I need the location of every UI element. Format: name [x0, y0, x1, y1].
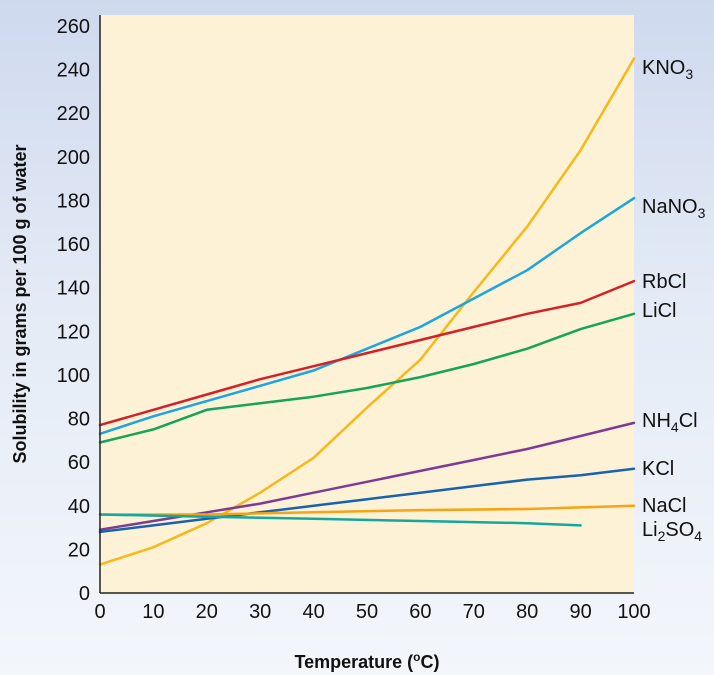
series-line-licl [98, 312, 636, 444]
series-label-kno3: KNO3 [642, 57, 693, 82]
series-label-kcl: KCl [642, 458, 674, 480]
y-tick-label: 20 [68, 539, 90, 561]
y-axis-title: Solubility in grams per 100 g of water [10, 144, 30, 463]
x-axis-title: Temperature (oC) [294, 650, 439, 672]
x-tick-label: 30 [249, 601, 271, 623]
series-label-licl: LiCl [642, 300, 676, 322]
x-tick-label: 10 [142, 601, 164, 623]
series-label-rbcl: RbCl [642, 271, 686, 293]
plot-area [100, 15, 634, 593]
series-line-kcl [98, 467, 636, 534]
x-tick-label: 90 [569, 601, 591, 623]
x-tick-label: 100 [617, 601, 650, 623]
y-tick-label: 200 [57, 147, 90, 169]
y-tick-label: 220 [57, 103, 90, 125]
series-line-nano3 [98, 196, 636, 436]
y-tick-label: 100 [57, 365, 90, 387]
x-tick-label: 60 [409, 601, 431, 623]
x-tick-label: 50 [356, 601, 378, 623]
series-label-nacl: NaCl [642, 495, 686, 517]
y-tick-label: 40 [68, 496, 90, 518]
y-tick-label: 60 [68, 452, 90, 474]
x-tick-label: 80 [516, 601, 538, 623]
y-tick-label: 80 [68, 409, 90, 431]
y-tick-label: 260 [57, 16, 90, 38]
series-line-rbcl [98, 279, 636, 427]
series-line-nacl [98, 504, 636, 516]
series-line-kno3 [98, 57, 636, 566]
x-tick-label: 20 [196, 601, 218, 623]
x-tick-label: 70 [463, 601, 485, 623]
y-tick-label: 240 [57, 60, 90, 82]
y-tick-label: 120 [57, 321, 90, 343]
y-tick-label: 160 [57, 234, 90, 256]
x-tick-label: 40 [302, 601, 324, 623]
series-label-nano3: NaNO3 [642, 196, 706, 221]
y-tick-label: 140 [57, 278, 90, 300]
series-line-li2so4 [98, 513, 582, 527]
x-tick-label: 0 [94, 601, 105, 623]
y-tick-label: 180 [57, 190, 90, 212]
y-tick-label: 0 [79, 583, 90, 605]
series-label-li2so4: Li2SO4 [642, 519, 702, 544]
series-label-nh4cl: NH4Cl [642, 410, 698, 435]
